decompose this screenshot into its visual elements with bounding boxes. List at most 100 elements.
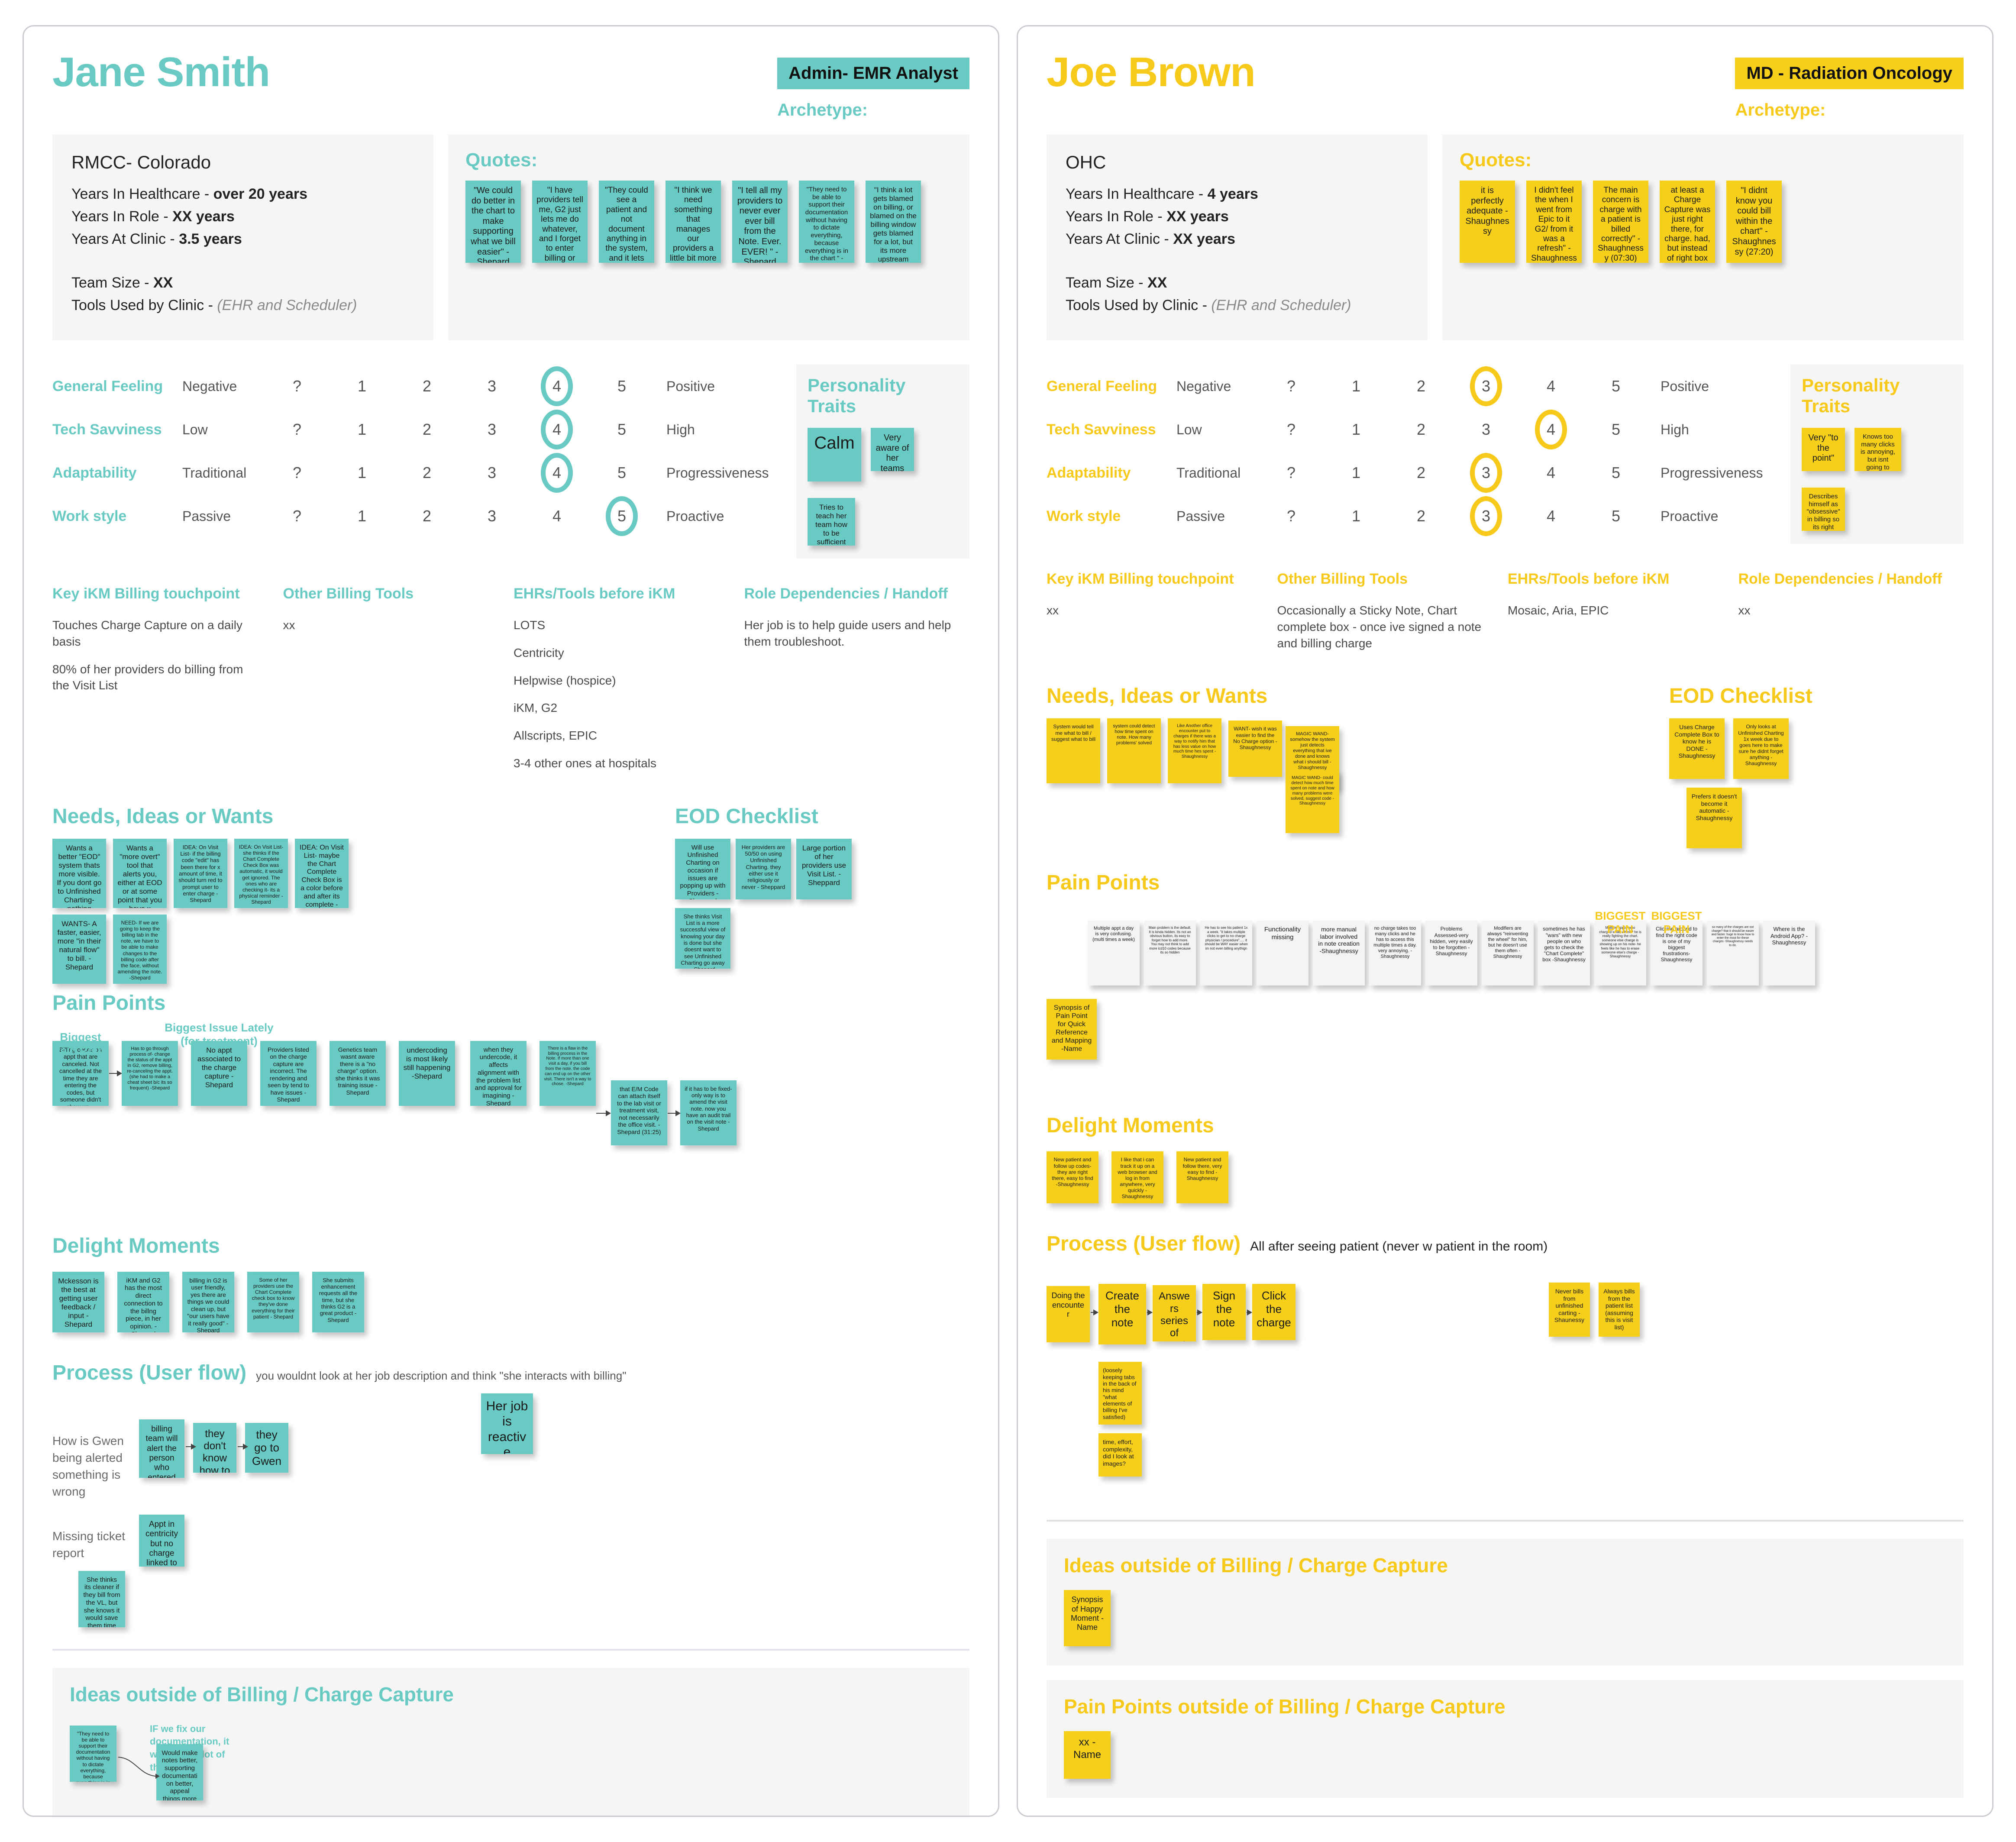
- need-note[interactable]: system could detect how time spent on no…: [1107, 718, 1161, 784]
- delight-note[interactable]: New patient and follow up codes-they are…: [1047, 1151, 1098, 1204]
- pain-note[interactable]: that E/M Code can attach itself to the l…: [611, 1080, 667, 1145]
- scale-option-5[interactable]: 5: [617, 377, 627, 395]
- quote-note[interactable]: "We could do better in the chart to make…: [465, 181, 521, 263]
- pain-note[interactable]: Multiple appts- who charged what, where?…: [1594, 921, 1646, 986]
- process-bottom-note[interactable]: She thinks its cleaner if they bill from…: [78, 1571, 125, 1627]
- scale-option-2[interactable]: 2: [1416, 377, 1426, 395]
- scale-option-?[interactable]: ?: [292, 464, 302, 482]
- eod-note[interactable]: Will use Unfinished Charting on occasion…: [675, 838, 730, 899]
- scale-option-5[interactable]: 5: [617, 420, 627, 438]
- pain-note[interactable]: Functionality missing: [1257, 921, 1308, 986]
- process-step-note[interactable]: Sign the note: [1202, 1284, 1246, 1341]
- pain-note[interactable]: Clicking around to find the right code i…: [1651, 921, 1703, 986]
- scale-option-2[interactable]: 2: [1416, 420, 1426, 438]
- scale-option-1[interactable]: 1: [357, 464, 367, 482]
- scale-option-5[interactable]: 5: [589, 496, 654, 536]
- pain-note[interactable]: more manual labor involved in note creat…: [1313, 921, 1365, 986]
- pain-note[interactable]: sometimes he has "wars" with new people …: [1538, 921, 1590, 986]
- process-step-note[interactable]: Appt in centricity but no charge linked …: [139, 1514, 184, 1567]
- scale-option-5[interactable]: 5: [617, 464, 627, 482]
- pain-note[interactable]: Main problem is the default. It is kinda…: [1144, 921, 1196, 986]
- delight-note[interactable]: Some of her providers use the Chart Comp…: [247, 1271, 299, 1332]
- scale-option-4[interactable]: 4: [524, 453, 589, 493]
- idea-note[interactable]: Synopsis of Happy Moment -Name: [1064, 1590, 1111, 1647]
- pain-note[interactable]: Providers listed on the charge capture a…: [260, 1041, 317, 1106]
- eod-note[interactable]: Her providers are 50/50 on using Unfinis…: [736, 838, 791, 899]
- process-side-note[interactable]: Never bills from unfinished carting -Sha…: [1549, 1283, 1590, 1337]
- process-step-note[interactable]: Doing the encounter: [1047, 1286, 1090, 1343]
- pain-note[interactable]: Has to go through process of- change the…: [122, 1041, 178, 1106]
- need-note[interactable]: Wants a better "EOD" system thats more v…: [52, 838, 106, 908]
- scale-option-?[interactable]: ?: [292, 377, 302, 395]
- trait-note[interactable]: Very "to the point": [1802, 428, 1845, 471]
- trait-note[interactable]: Knows too many clicks is annoying, but i…: [1854, 428, 1901, 471]
- need-note[interactable]: System would tell me what to bill / sugg…: [1047, 718, 1100, 784]
- painout-note[interactable]: xx -Name: [1064, 1731, 1111, 1779]
- scale-option-3[interactable]: 3: [1454, 366, 1518, 406]
- scale-option-4[interactable]: 4: [1518, 410, 1583, 449]
- scale-option-2[interactable]: 2: [422, 420, 432, 438]
- need-note[interactable]: WANT- wish it was easier to find the No …: [1228, 721, 1282, 777]
- quote-note[interactable]: I didn't feel the when I went from Epic …: [1526, 181, 1582, 263]
- scale-option-1[interactable]: 1: [357, 420, 367, 438]
- need-note[interactable]: NEED- If we are going to keep the billin…: [113, 914, 167, 984]
- quote-note[interactable]: at least a Charge Capture was just right…: [1660, 181, 1715, 263]
- scale-option-3[interactable]: 3: [487, 420, 497, 438]
- pain-note[interactable]: Billing codes on appt that are canceled.…: [52, 1041, 109, 1106]
- scale-option-?[interactable]: ?: [1286, 377, 1296, 395]
- process-step-note[interactable]: Answers series of questions: [1153, 1285, 1196, 1342]
- scale-option-3[interactable]: 3: [487, 377, 497, 395]
- pain-note[interactable]: There is a flaw in the billing process i…: [540, 1041, 596, 1106]
- trait-note[interactable]: Tries to teach her team how to be suffic…: [808, 498, 855, 546]
- quote-note[interactable]: "I think a lot gets blamed on billing, o…: [866, 181, 921, 263]
- need-note[interactable]: Like Another office encounter put to cha…: [1168, 718, 1221, 784]
- scale-option-3[interactable]: 3: [487, 507, 497, 525]
- process-side-note[interactable]: Always bills from the patient list (assu…: [1599, 1283, 1640, 1337]
- process-step-note[interactable]: they don't know how to fix it: [193, 1422, 236, 1473]
- pain-note[interactable]: No appt associated to the charge capture…: [191, 1041, 247, 1106]
- scale-option-?[interactable]: ?: [1286, 507, 1296, 525]
- pain-synopsis-note[interactable]: Synopsis of Pain Point for Quick Referen…: [1047, 999, 1097, 1060]
- pain-note[interactable]: Where is the Android App? -Shaughnessy: [1763, 921, 1815, 986]
- delight-note[interactable]: I like that i can track it up on a web b…: [1111, 1151, 1163, 1204]
- trait-note[interactable]: Very aware of her teams issues.: [871, 428, 914, 471]
- process-side-note[interactable]: Her job is reactive: [481, 1393, 533, 1454]
- quote-note[interactable]: "They could see a patient and not docume…: [599, 181, 654, 263]
- process-sub-note[interactable]: (loosely keeping tabs in the back of his…: [1098, 1362, 1142, 1425]
- scale-option-2[interactable]: 2: [422, 377, 432, 395]
- scale-option-3[interactable]: 3: [487, 464, 497, 482]
- need-note[interactable]: MAGIC WAND- could detect how much time s…: [1286, 770, 1339, 834]
- need-note[interactable]: IDEA: On Visit List- she thinks if the C…: [234, 838, 288, 908]
- eod-note[interactable]: She thinks Visit List is a more successf…: [675, 908, 730, 969]
- pain-note[interactable]: Problems Assessed-very hidden, very easi…: [1425, 921, 1477, 986]
- scale-option-2[interactable]: 2: [422, 464, 432, 482]
- pain-note[interactable]: Modifiers are always "reinventing the wh…: [1482, 921, 1534, 986]
- process-step-note[interactable]: Click the charge: [1252, 1284, 1296, 1341]
- scale-option-1[interactable]: 1: [357, 377, 367, 395]
- process-step-note[interactable]: billing team will alert the person who e…: [139, 1419, 184, 1478]
- scale-option-?[interactable]: ?: [292, 507, 302, 525]
- scale-option-4[interactable]: 4: [524, 410, 589, 449]
- delight-note[interactable]: iKM and G2 has the most direct connectio…: [117, 1271, 169, 1332]
- scale-option-1[interactable]: 1: [1351, 420, 1361, 438]
- eod-note[interactable]: Uses Charge Complete Box to know he is D…: [1669, 718, 1725, 779]
- need-note[interactable]: WANTS- A faster, easier, more "in their …: [52, 914, 106, 984]
- quote-note[interactable]: "I have providers tell me, G2 just lets …: [532, 181, 588, 263]
- pain-note[interactable]: so many of the charges are not charge? t…: [1707, 921, 1759, 986]
- scale-option-4[interactable]: 4: [524, 366, 589, 406]
- scale-option-5[interactable]: 5: [1611, 464, 1621, 482]
- pain-note[interactable]: Genetics team wasnt aware there is a "no…: [330, 1041, 386, 1106]
- scale-option-3[interactable]: 3: [1454, 453, 1518, 493]
- delight-note[interactable]: She submits enhancement requests all the…: [312, 1271, 364, 1332]
- scale-option-4[interactable]: 4: [1546, 464, 1556, 482]
- quote-note[interactable]: "I tell all my providers to never ever e…: [732, 181, 788, 263]
- process-sub-note[interactable]: time, effort, complexity, did I look at …: [1098, 1433, 1142, 1477]
- scale-option-?[interactable]: ?: [292, 420, 302, 438]
- idea-note[interactable]: Would make notes better, supporting docu…: [156, 1744, 203, 1800]
- scale-option-3[interactable]: 3: [1454, 496, 1518, 536]
- delight-note[interactable]: New patient and follow there, very easy …: [1176, 1151, 1228, 1204]
- scale-option-1[interactable]: 1: [1351, 507, 1361, 525]
- idea-note[interactable]: "They need to be able to support their d…: [70, 1725, 116, 1782]
- scale-option-?[interactable]: ?: [1286, 464, 1296, 482]
- process-step-note[interactable]: they go to Gwen: [245, 1422, 288, 1473]
